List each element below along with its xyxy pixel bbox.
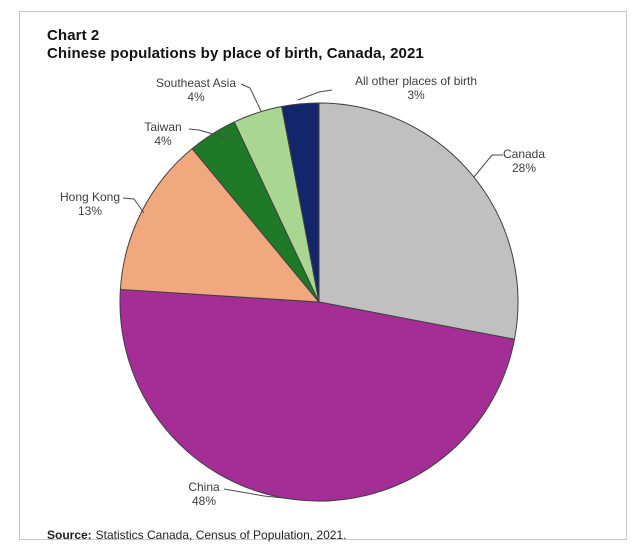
slice-pct: 4% — [187, 90, 205, 104]
slice-pct: 3% — [407, 88, 425, 102]
pie-label-southeast-asia: Southeast Asia 4% — [156, 76, 236, 104]
chart-title: Chinese populations by place of birth, C… — [47, 45, 424, 62]
slice-pct: 13% — [77, 204, 103, 218]
source-label: Source: — [47, 528, 92, 542]
slice-pct: 4% — [154, 134, 172, 148]
slice-name: Canada — [502, 147, 546, 161]
leader-line-hong-kong — [122, 197, 145, 214]
leader-line-taiwan — [188, 128, 228, 139]
source-note: Source: Statistics Canada, Census of Popu… — [47, 528, 346, 542]
slice-pct: 48% — [191, 494, 217, 508]
source-text: Statistics Canada, Census of Population,… — [95, 528, 347, 542]
pie-slice-all-other-places-of-birth — [281, 102, 320, 303]
slice-name: All other places of birth — [354, 74, 478, 88]
pie-slice-hong-kong — [119, 148, 320, 303]
slice-name: Hong Kong — [59, 190, 121, 204]
pie-label-hong-kong: Hong Kong 13% — [60, 190, 120, 218]
leader-line-china — [223, 488, 303, 501]
pie-label-all-other-places-of-birth: All other places of birth 3% — [355, 74, 477, 102]
chart-header: Chart 2 Chinese populations by place of … — [47, 27, 424, 63]
pie-label-china: China 48% — [188, 480, 219, 508]
leader-line-all-other-places-of-birth — [297, 89, 333, 101]
slice-name: China — [188, 480, 220, 494]
slice-name: Southeast Asia — [155, 76, 237, 90]
leader-line-canada — [473, 154, 503, 178]
slice-pct: 28% — [511, 161, 537, 175]
pie-slice-canada — [318, 102, 519, 340]
pie-label-taiwan: Taiwan 4% — [144, 120, 181, 148]
leader-line-southeast-asia — [240, 83, 262, 112]
chart-number: Chart 2 — [47, 27, 100, 44]
pie-label-canada: Canada 28% — [503, 147, 545, 175]
slice-name: Taiwan — [144, 120, 182, 134]
